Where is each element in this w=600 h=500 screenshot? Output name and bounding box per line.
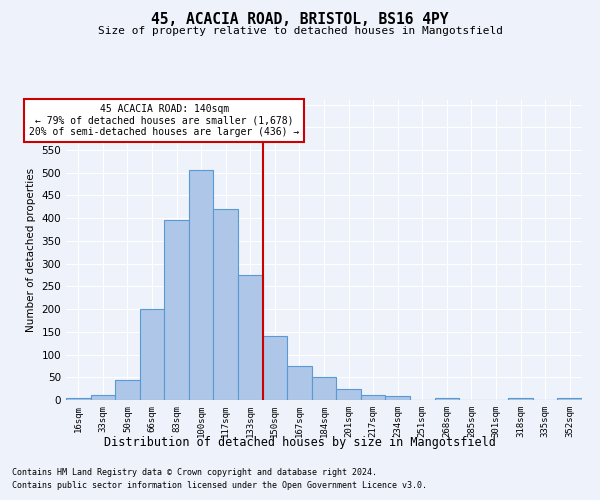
- Bar: [66, 398, 91, 400]
- Bar: [557, 398, 582, 400]
- Bar: [115, 380, 140, 400]
- Bar: [287, 366, 312, 400]
- Bar: [508, 398, 533, 400]
- Bar: [164, 220, 189, 400]
- Text: Distribution of detached houses by size in Mangotsfield: Distribution of detached houses by size …: [104, 436, 496, 449]
- Text: Contains public sector information licensed under the Open Government Licence v3: Contains public sector information licen…: [12, 480, 427, 490]
- Text: 45, ACACIA ROAD, BRISTOL, BS16 4PY: 45, ACACIA ROAD, BRISTOL, BS16 4PY: [151, 12, 449, 28]
- Bar: [140, 309, 164, 400]
- Bar: [385, 396, 410, 400]
- Bar: [238, 275, 263, 400]
- Bar: [263, 336, 287, 400]
- Bar: [434, 398, 459, 400]
- Bar: [214, 209, 238, 400]
- Bar: [336, 388, 361, 400]
- Y-axis label: Number of detached properties: Number of detached properties: [26, 168, 36, 332]
- Bar: [361, 396, 385, 400]
- Bar: [91, 396, 115, 400]
- Bar: [189, 170, 214, 400]
- Text: 45 ACACIA ROAD: 140sqm
← 79% of detached houses are smaller (1,678)
20% of semi-: 45 ACACIA ROAD: 140sqm ← 79% of detached…: [29, 104, 299, 137]
- Text: Contains HM Land Registry data © Crown copyright and database right 2024.: Contains HM Land Registry data © Crown c…: [12, 468, 377, 477]
- Text: Size of property relative to detached houses in Mangotsfield: Size of property relative to detached ho…: [97, 26, 503, 36]
- Bar: [312, 378, 336, 400]
